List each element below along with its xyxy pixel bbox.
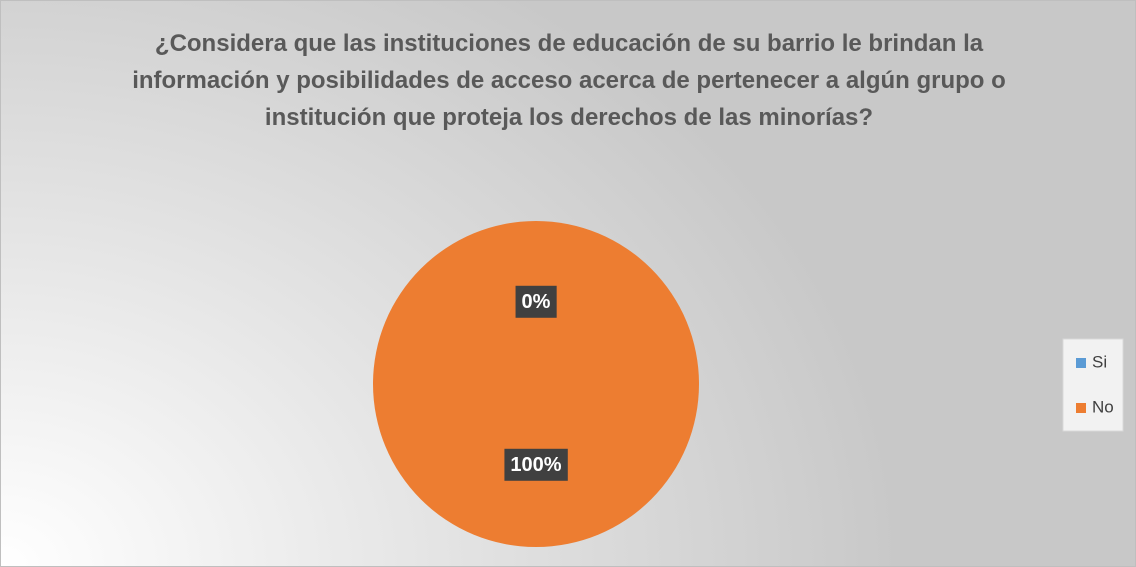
data-label-box	[515, 285, 557, 318]
data-label: 100%	[510, 454, 561, 476]
data-label: 0%	[522, 291, 551, 313]
chart-title: ¿Considera que las instituciones de educ…	[132, 30, 1006, 131]
legend-swatch	[1076, 403, 1086, 413]
legend-label: Si	[1092, 352, 1107, 371]
pie-slice	[373, 221, 699, 547]
legend-label: No	[1092, 397, 1114, 416]
data-label-box	[504, 448, 568, 481]
legend-box	[1062, 338, 1124, 432]
legend-swatch	[1076, 358, 1086, 368]
